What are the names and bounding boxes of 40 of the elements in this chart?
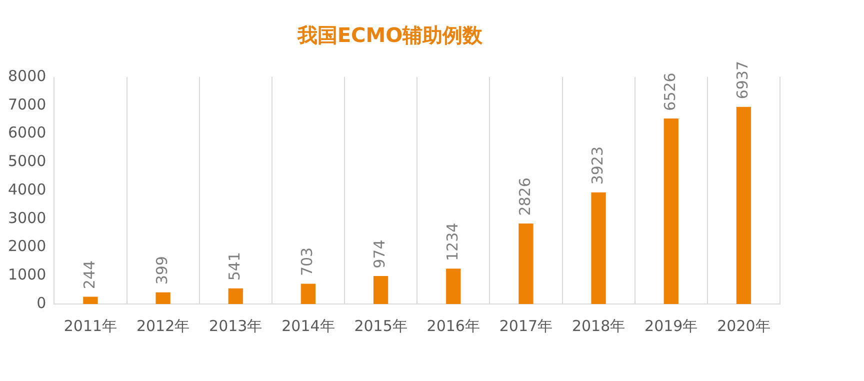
- bar: [446, 268, 461, 304]
- data-label: 6937: [734, 60, 752, 100]
- data-label: 703: [298, 247, 316, 276]
- data-label: 3923: [588, 146, 606, 185]
- chart-title: 我国ECMO辅助例数: [296, 22, 484, 49]
- data-label: 2826: [516, 178, 534, 216]
- bar: [736, 106, 752, 304]
- bar: [518, 223, 534, 304]
- bar: [156, 292, 170, 304]
- bar: [664, 118, 678, 304]
- y-tick-label: 3000: [8, 208, 46, 227]
- bar: [228, 288, 243, 304]
- x-tick-label: 2018年: [572, 316, 626, 335]
- y-tick-label: 4000: [8, 180, 46, 198]
- y-tick-label: 7000: [8, 95, 46, 114]
- x-tick-label: 2017年: [499, 316, 553, 335]
- data-label: 974: [370, 240, 389, 268]
- x-tick-label: 2015年: [354, 316, 408, 335]
- x-tick-label: 2011年: [64, 316, 118, 335]
- x-tick-label: 2016年: [426, 316, 480, 335]
- data-label: 6526: [661, 72, 680, 111]
- bar: [83, 296, 98, 304]
- y-tick-label: 0: [36, 294, 46, 312]
- y-tick-label: 6000: [8, 124, 46, 142]
- data-label: 541: [226, 252, 244, 281]
- y-tick-label: 8000: [8, 66, 46, 85]
- bar: [373, 276, 388, 304]
- x-tick-label: 2013年: [209, 316, 262, 335]
- data-label: 244: [80, 260, 98, 290]
- x-tick-label: 2012年: [136, 316, 190, 335]
- y-tick-label: 1000: [8, 266, 46, 284]
- bar: [591, 192, 606, 304]
- y-tick-label: 2000: [8, 237, 46, 256]
- x-tick-label: 2014年: [282, 316, 335, 335]
- data-label: 399: [152, 256, 171, 285]
- x-tick-label: 2020年: [717, 316, 770, 335]
- data-label: 1234: [443, 222, 462, 261]
- bar: [300, 284, 316, 304]
- y-tick-label: 5000: [8, 152, 46, 170]
- x-tick-label: 2019年: [644, 316, 698, 335]
